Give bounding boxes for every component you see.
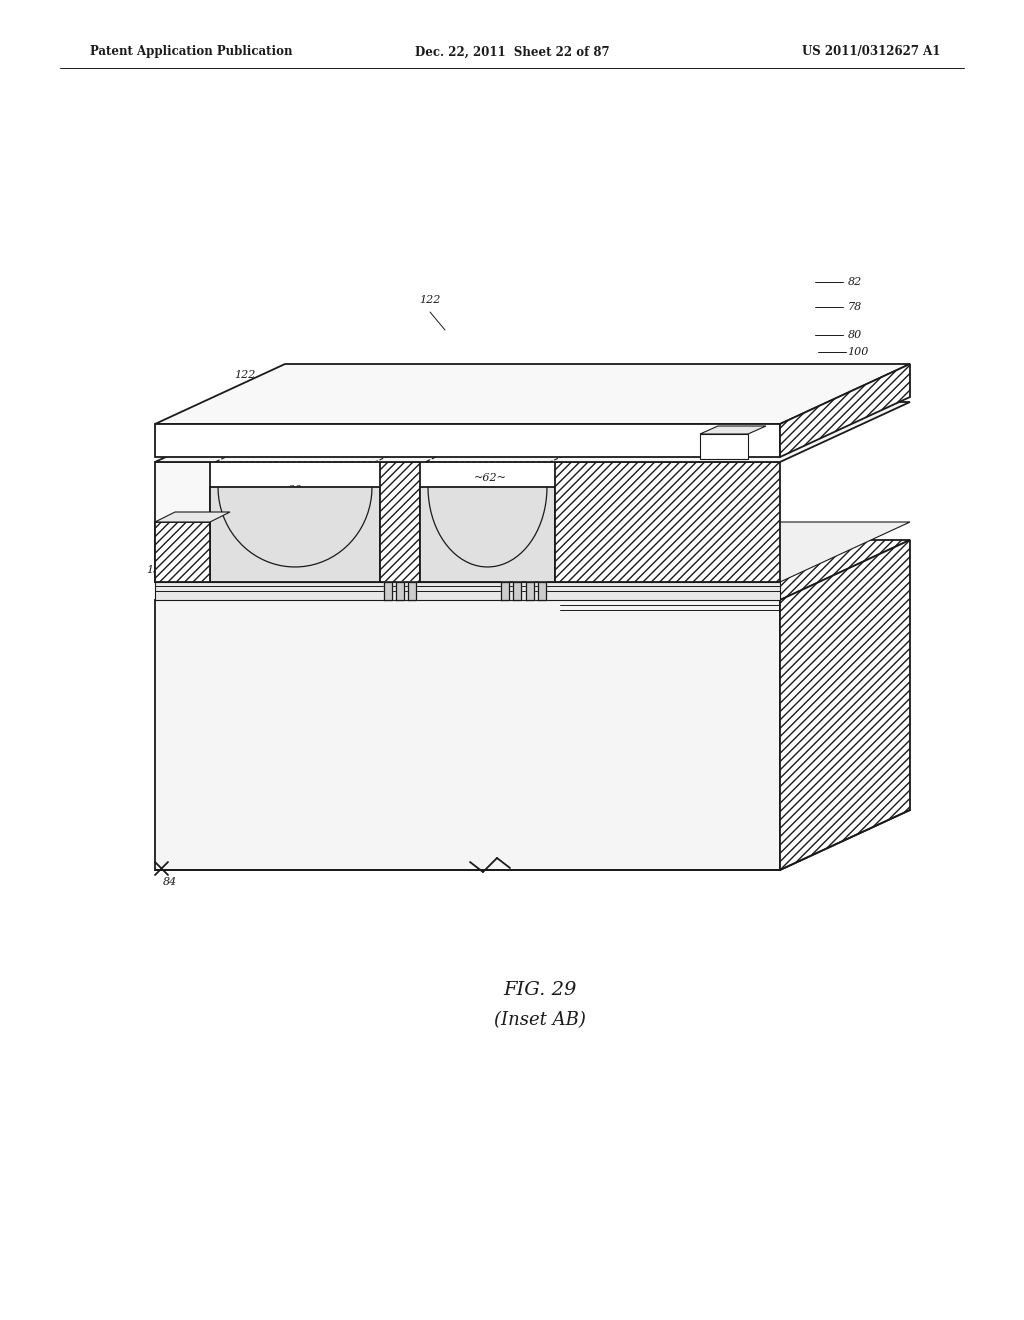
Polygon shape — [526, 582, 534, 601]
Polygon shape — [380, 462, 420, 582]
Polygon shape — [420, 487, 555, 582]
Text: ~62~: ~62~ — [473, 473, 507, 483]
Polygon shape — [555, 462, 780, 582]
Polygon shape — [700, 426, 766, 434]
Polygon shape — [408, 582, 416, 601]
Polygon shape — [700, 434, 748, 459]
Polygon shape — [155, 582, 780, 601]
Text: 122: 122 — [419, 294, 440, 305]
Text: 78: 78 — [848, 302, 862, 312]
Polygon shape — [384, 582, 392, 601]
Text: 130: 130 — [419, 520, 440, 531]
Text: 131: 131 — [562, 465, 584, 475]
Text: 122: 122 — [234, 370, 256, 380]
Text: 138: 138 — [146, 565, 168, 576]
Text: 82: 82 — [848, 277, 862, 286]
Text: US 2011/0312627 A1: US 2011/0312627 A1 — [802, 45, 940, 58]
Polygon shape — [538, 582, 546, 601]
Text: 74: 74 — [398, 553, 412, 564]
Text: 86: 86 — [848, 366, 862, 375]
Text: 140: 140 — [450, 540, 471, 550]
Text: 130: 130 — [545, 506, 565, 515]
Text: 72: 72 — [848, 385, 862, 395]
Polygon shape — [155, 540, 910, 601]
Polygon shape — [501, 582, 509, 601]
Polygon shape — [155, 521, 210, 582]
Polygon shape — [155, 512, 230, 521]
Text: 100: 100 — [847, 347, 868, 356]
Polygon shape — [780, 540, 910, 870]
Text: (Inset AB): (Inset AB) — [494, 1011, 586, 1030]
Polygon shape — [155, 601, 780, 870]
Polygon shape — [155, 364, 910, 424]
Polygon shape — [155, 424, 780, 457]
Text: FIG. 29: FIG. 29 — [504, 981, 577, 999]
Text: 80: 80 — [848, 330, 862, 341]
Text: ~60~: ~60~ — [279, 484, 311, 495]
Polygon shape — [210, 487, 380, 582]
Polygon shape — [780, 364, 910, 457]
Text: Dec. 22, 2011  Sheet 22 of 87: Dec. 22, 2011 Sheet 22 of 87 — [415, 45, 609, 58]
Polygon shape — [155, 462, 210, 582]
Text: 212: 212 — [500, 540, 520, 550]
Polygon shape — [396, 582, 404, 601]
Polygon shape — [155, 403, 910, 462]
Polygon shape — [513, 582, 521, 601]
Text: Patent Application Publication: Patent Application Publication — [90, 45, 293, 58]
Polygon shape — [155, 521, 910, 582]
Text: 84: 84 — [163, 876, 177, 887]
